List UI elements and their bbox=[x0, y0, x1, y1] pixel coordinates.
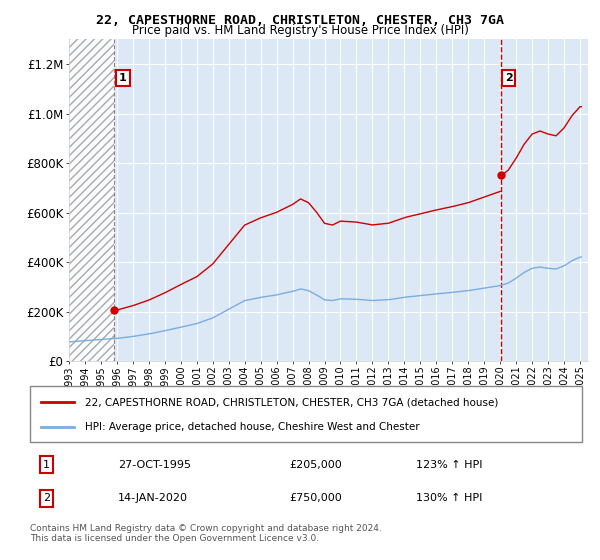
Text: £750,000: £750,000 bbox=[289, 493, 342, 503]
Bar bbox=[69, 39, 114, 361]
Text: 22, CAPESTHORNE ROAD, CHRISTLETON, CHESTER, CH3 7GA: 22, CAPESTHORNE ROAD, CHRISTLETON, CHEST… bbox=[96, 14, 504, 27]
Text: 1: 1 bbox=[43, 460, 50, 470]
Bar bbox=[69, 39, 114, 361]
Text: 130% ↑ HPI: 130% ↑ HPI bbox=[416, 493, 483, 503]
Text: £205,000: £205,000 bbox=[289, 460, 342, 470]
Text: 27-OCT-1995: 27-OCT-1995 bbox=[118, 460, 191, 470]
Text: 2: 2 bbox=[505, 73, 512, 83]
Text: Contains HM Land Registry data © Crown copyright and database right 2024.
This d: Contains HM Land Registry data © Crown c… bbox=[30, 524, 382, 543]
Text: 14-JAN-2020: 14-JAN-2020 bbox=[118, 493, 188, 503]
FancyBboxPatch shape bbox=[30, 386, 582, 442]
Text: 2: 2 bbox=[43, 493, 50, 503]
Text: 1: 1 bbox=[119, 73, 127, 83]
Text: Price paid vs. HM Land Registry's House Price Index (HPI): Price paid vs. HM Land Registry's House … bbox=[131, 24, 469, 37]
Text: 22, CAPESTHORNE ROAD, CHRISTLETON, CHESTER, CH3 7GA (detached house): 22, CAPESTHORNE ROAD, CHRISTLETON, CHEST… bbox=[85, 397, 499, 407]
Text: 123% ↑ HPI: 123% ↑ HPI bbox=[416, 460, 483, 470]
Text: HPI: Average price, detached house, Cheshire West and Chester: HPI: Average price, detached house, Ches… bbox=[85, 422, 420, 432]
